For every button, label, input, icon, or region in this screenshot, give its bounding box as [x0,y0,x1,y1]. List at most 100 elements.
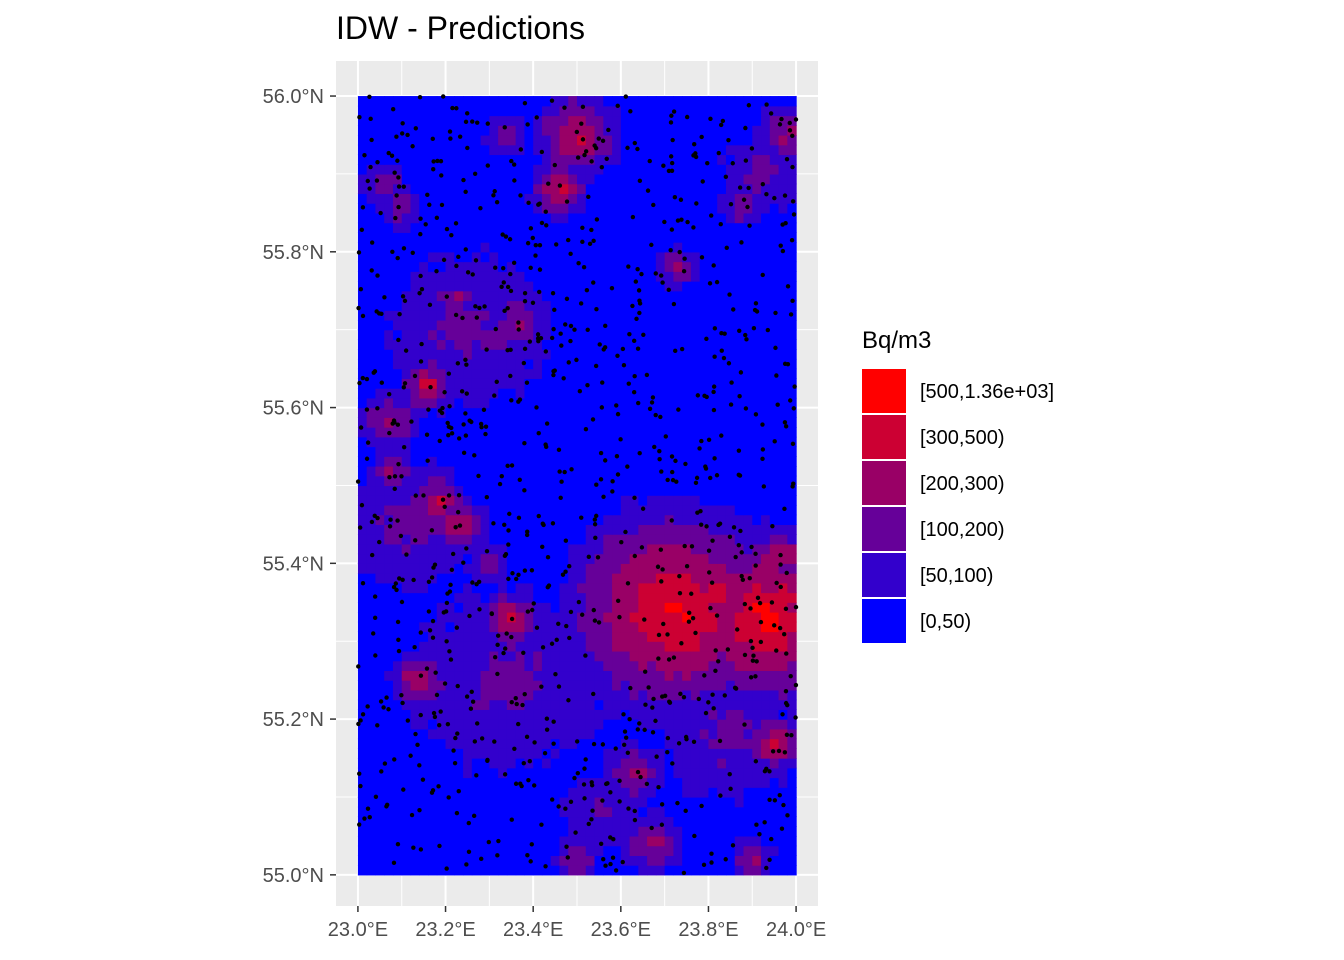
sample-point [743,332,748,338]
raster-cell [550,388,561,399]
sample-point [637,178,643,184]
raster-cell [463,212,473,224]
raster-cell [533,719,543,730]
raster-cell [620,689,631,701]
sample-point [530,300,536,305]
raster-cell [752,203,762,214]
raster-cell [524,475,534,487]
raster-cell [594,543,604,555]
sample-point [444,294,450,299]
raster-cell [419,495,429,506]
raster-cell [489,689,499,701]
sample-point [613,746,618,751]
raster-cell [612,670,622,681]
raster-cell [375,164,385,175]
raster-cell [568,845,578,856]
raster-cell [419,203,429,214]
raster-cell [357,436,368,448]
sample-point [630,214,636,220]
raster-cell [366,699,377,710]
raster-cell [445,631,455,642]
raster-cell [603,816,613,827]
sample-point [506,542,511,547]
raster-cell [401,232,412,243]
sample-point [492,393,497,398]
raster-cell [428,465,438,477]
raster-cell [568,456,578,467]
sample-point [392,170,397,175]
sample-point [625,750,631,755]
raster-cell [620,777,631,788]
raster-cell [594,504,604,516]
sample-point [409,812,415,818]
raster-cell [515,388,526,399]
sample-point [733,554,738,560]
raster-cell [480,612,490,623]
raster-cell [743,436,753,448]
raster-cell [375,845,385,856]
raster-cell [568,125,578,136]
sample-point [665,477,670,483]
sample-point [604,156,609,161]
sample-point [495,671,500,677]
sample-point [709,860,714,865]
raster-cell [769,96,780,107]
raster-cell [489,173,499,185]
raster-cell [401,709,412,720]
sample-point [467,613,472,619]
raster-cell [761,456,771,467]
raster-cell [480,796,490,808]
raster-cell [506,835,517,847]
sample-point [358,718,363,723]
raster-cell [524,96,534,107]
raster-cell [366,748,377,759]
raster-cell [454,271,464,282]
sample-point [454,810,460,816]
raster-cell [664,738,674,749]
raster-cell [577,368,587,379]
raster-cell [357,242,368,253]
raster-cell [445,504,455,516]
sample-point [472,453,477,458]
raster-cell [647,524,657,535]
sample-point [619,539,624,545]
sample-point [604,781,609,787]
raster-cell [725,543,736,555]
raster-cell [506,261,517,272]
raster-cell [550,251,561,263]
raster-cell [401,222,412,233]
raster-cell [717,816,727,827]
raster-cell [498,865,508,876]
raster-cell [778,524,788,535]
raster-cell [682,650,692,662]
sample-point [753,674,758,679]
raster-cell [550,407,561,418]
raster-cell [357,806,368,818]
raster-cell [392,271,403,282]
raster-cell [752,436,762,448]
sample-point [741,197,747,202]
raster-cell [454,397,464,409]
raster-cell [506,865,517,876]
raster-cell [769,154,780,165]
raster-cell [769,816,780,827]
sample-point [384,804,389,809]
sample-point [464,546,469,551]
sample-point [665,632,670,637]
raster-cell [682,183,692,194]
sample-point [599,164,605,170]
raster-cell [778,514,788,525]
raster-cell [647,534,657,545]
sample-point [769,836,774,842]
raster-cell [480,203,490,214]
raster-cell [410,621,420,633]
sample-point [415,742,420,748]
sample-point [456,492,462,498]
raster-cell [463,427,473,438]
raster-cell [725,621,736,633]
raster-cell [664,349,674,360]
sample-point [617,799,622,804]
sample-point [658,414,663,420]
sample-point [509,817,514,822]
raster-cell [708,446,718,457]
